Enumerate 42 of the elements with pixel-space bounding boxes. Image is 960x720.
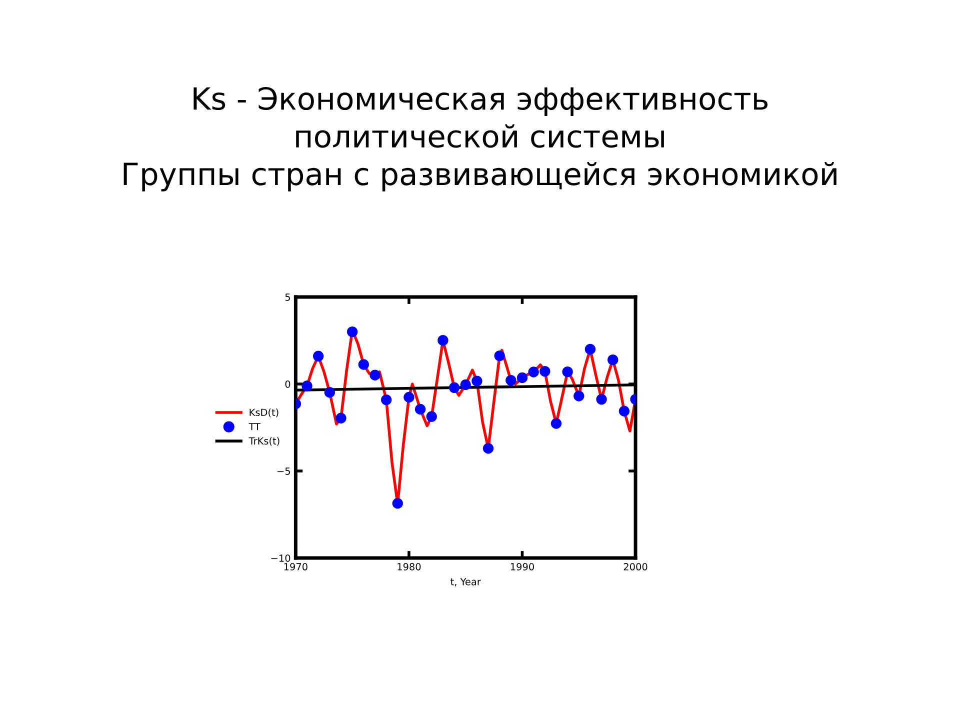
point	[460, 379, 471, 390]
point	[414, 404, 426, 415]
point	[380, 394, 392, 406]
y-tick-label: −5	[278, 468, 290, 475]
point	[540, 366, 550, 377]
legend-label: TrKs(t)	[248, 437, 280, 446]
point	[528, 366, 539, 378]
legend-label: TT	[248, 423, 261, 430]
point	[312, 350, 324, 362]
point	[370, 370, 380, 380]
y-tick-label: 0	[285, 380, 290, 388]
point	[596, 394, 607, 405]
x-axis-title: t, Year	[450, 578, 481, 586]
point	[550, 418, 562, 429]
point	[302, 380, 312, 392]
point	[438, 334, 448, 346]
point	[392, 498, 403, 509]
chart-title: Ks - Экономическая эффективность политической системы Группы стран с развивающейся экономикой	[124, 86, 836, 192]
point	[574, 390, 584, 402]
point	[324, 387, 336, 398]
point	[506, 374, 516, 386]
point	[608, 354, 618, 366]
y-tick-label: 5	[285, 294, 290, 301]
x-tick-label: 2000	[624, 563, 648, 570]
point	[494, 350, 505, 362]
point	[448, 382, 460, 394]
y-tick-label: −10	[271, 554, 290, 562]
point	[584, 344, 596, 355]
point	[482, 443, 494, 454]
legend-label: KsD(t)	[250, 408, 278, 418]
x-tick-label: 1980	[398, 563, 421, 570]
point	[346, 326, 358, 338]
x-tick-label: 1990	[510, 563, 534, 570]
point	[618, 406, 630, 416]
point	[404, 392, 414, 403]
x-tick-label: 1970	[284, 563, 308, 570]
point	[562, 366, 573, 378]
point	[472, 376, 482, 386]
point	[358, 359, 369, 370]
point	[516, 372, 528, 384]
point	[336, 412, 346, 424]
point	[426, 411, 437, 422]
